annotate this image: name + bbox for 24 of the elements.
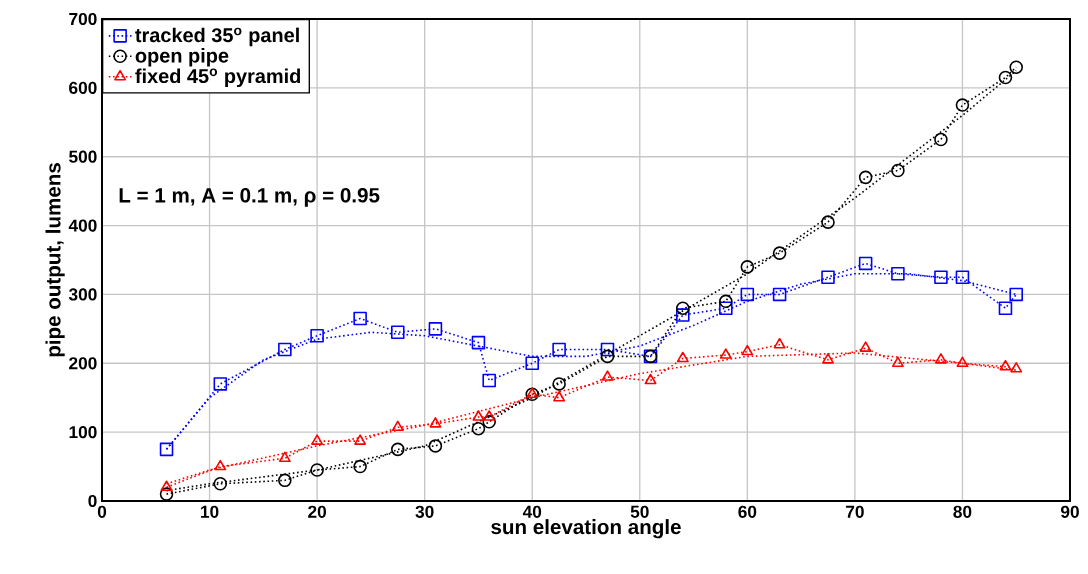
- annotation: L = 1 m, A = 0.1 m, ρ = 0.95: [119, 188, 380, 207]
- x-tick-label: 30: [415, 505, 434, 518]
- y-tick-label: 0: [88, 494, 97, 508]
- y-axis-title: pipe output, lumens: [45, 163, 65, 357]
- x-tick-label: 40: [522, 505, 542, 518]
- x-tick-label: 10: [201, 505, 219, 518]
- x-tick-label: 60: [738, 505, 757, 518]
- x-tick-label: 0: [97, 505, 107, 518]
- legend-label: fixed 45$^{o}$ pyramid: [135, 68, 301, 88]
- y-tick-label: 100: [69, 426, 97, 439]
- x-tick-label: 20: [308, 505, 326, 518]
- y-tick-label: 300: [68, 288, 97, 301]
- y-tick-label: 400: [68, 219, 97, 232]
- x-tick-label: 70: [846, 505, 864, 518]
- x-tick-label: 50: [630, 505, 649, 518]
- x-axis-title: sun elevation angle: [491, 519, 681, 539]
- x-tick-label: 90: [1060, 505, 1079, 518]
- y-tick-label: 600: [69, 81, 97, 94]
- x-tick-label: 80: [953, 505, 972, 518]
- y-tick-label: 200: [69, 357, 97, 370]
- y-tick-label: 500: [69, 150, 97, 163]
- legend-label: open pipe: [135, 48, 229, 67]
- legend-label: tracked 35$^{o}$ panel: [135, 27, 299, 47]
- y-tick-label: 700: [69, 12, 97, 26]
